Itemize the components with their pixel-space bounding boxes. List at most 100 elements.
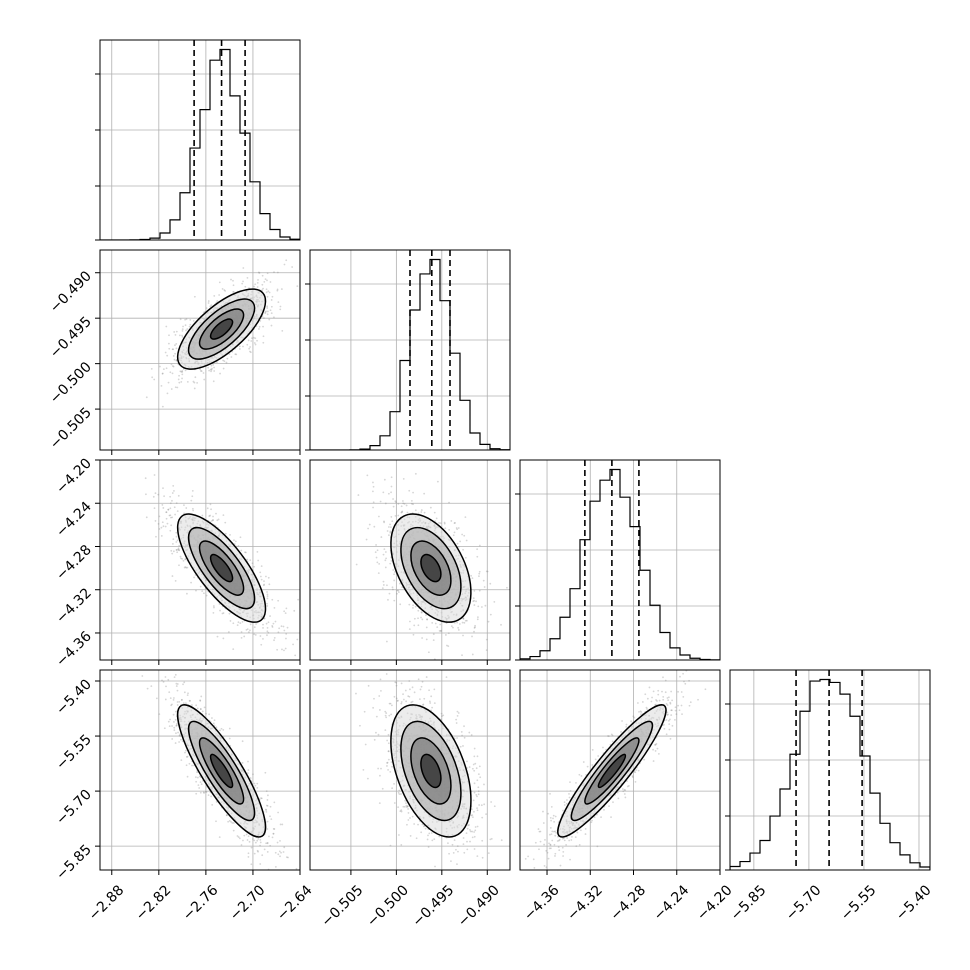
- sample-point: [173, 490, 175, 492]
- sample-point: [171, 575, 174, 577]
- sample-point: [259, 571, 262, 574]
- sample-point: [463, 736, 466, 739]
- sample-point: [181, 334, 183, 337]
- sample-point: [229, 533, 231, 536]
- sample-point: [273, 801, 276, 804]
- sample-point: [176, 539, 179, 542]
- sample-point: [239, 536, 242, 539]
- sample-point: [172, 697, 175, 699]
- sample-point: [264, 312, 267, 315]
- sample-point: [473, 604, 476, 606]
- sample-point: [402, 477, 405, 480]
- sample-point: [481, 839, 484, 842]
- sample-point: [412, 607, 414, 609]
- sample-point: [407, 812, 410, 814]
- sample-point: [473, 627, 476, 629]
- sample-point: [163, 495, 165, 498]
- sample-point: [184, 558, 187, 561]
- sample-point: [390, 476, 393, 479]
- sample-point: [259, 844, 261, 847]
- sample-point: [485, 649, 488, 651]
- sample-point: [265, 790, 268, 793]
- sample-point: [412, 491, 414, 494]
- sample-point: [381, 587, 384, 590]
- sample-point: [219, 609, 221, 612]
- sample-point: [186, 592, 188, 595]
- sample-point: [392, 498, 394, 500]
- panel-content: [141, 673, 298, 870]
- sample-point: [453, 522, 456, 525]
- density-fill: [210, 754, 233, 788]
- sample-point: [483, 586, 486, 588]
- sample-point: [175, 682, 178, 685]
- sample-point: [175, 535, 178, 538]
- sample-point: [175, 347, 178, 350]
- sample-point: [169, 718, 171, 721]
- sample-point: [450, 625, 453, 628]
- sample-point: [224, 290, 227, 292]
- sample-point: [378, 695, 381, 697]
- sample-point: [267, 290, 270, 293]
- sample-point: [170, 704, 173, 707]
- sample-point: [406, 805, 409, 808]
- sample-point: [461, 533, 464, 536]
- sample-point: [200, 695, 203, 698]
- sample-point: [205, 307, 208, 310]
- sample-point: [367, 527, 369, 530]
- sample-point: [292, 643, 294, 646]
- sample-point: [258, 325, 261, 328]
- sample-point: [153, 507, 156, 510]
- sample-point: [259, 320, 262, 322]
- sample-point: [160, 384, 163, 387]
- sample-point: [420, 611, 423, 613]
- sample-point: [256, 786, 259, 789]
- sample-point: [241, 620, 244, 623]
- sample-point: [229, 620, 232, 622]
- sample-point: [377, 767, 380, 770]
- sample-point: [465, 539, 468, 542]
- sample-point: [387, 598, 389, 601]
- sample-point: [281, 648, 283, 651]
- sample-point: [236, 835, 239, 837]
- sample-point: [173, 729, 176, 732]
- sample-point: [245, 551, 247, 554]
- sample-point: [462, 548, 464, 551]
- sample-point: [183, 691, 186, 694]
- sample-point: [185, 566, 188, 569]
- sample-point: [176, 701, 179, 703]
- sample-point: [414, 509, 417, 512]
- sample-point: [228, 353, 231, 356]
- panel-content: [355, 673, 503, 868]
- sample-point: [199, 781, 202, 784]
- sample-point: [207, 366, 210, 369]
- sample-point: [242, 267, 245, 269]
- sample-point: [473, 782, 476, 785]
- sample-point: [173, 676, 176, 679]
- sample-point: [373, 697, 375, 700]
- sample-point: [266, 799, 269, 801]
- sample-point: [379, 678, 382, 681]
- sample-point: [232, 279, 234, 282]
- sample-point: [239, 622, 242, 625]
- sample-point: [426, 618, 428, 621]
- sample-point: [185, 702, 187, 705]
- sample-point: [387, 534, 390, 537]
- histogram-step-line: [520, 468, 720, 660]
- sample-point: [163, 727, 166, 730]
- sample-point: [199, 585, 202, 588]
- sample-point: [170, 524, 173, 527]
- sample-point: [171, 725, 173, 727]
- sample-point: [372, 485, 375, 488]
- sample-point: [285, 637, 287, 640]
- sample-point: [181, 377, 183, 380]
- sample-point: [186, 380, 189, 383]
- sample-point: [213, 370, 216, 372]
- sample-point: [463, 534, 466, 537]
- sample-point: [297, 598, 300, 601]
- sample-point: [168, 514, 171, 517]
- panel-frame: [99, 249, 301, 451]
- sample-point: [405, 804, 408, 807]
- sample-point: [401, 510, 404, 513]
- sample-point: [154, 492, 157, 495]
